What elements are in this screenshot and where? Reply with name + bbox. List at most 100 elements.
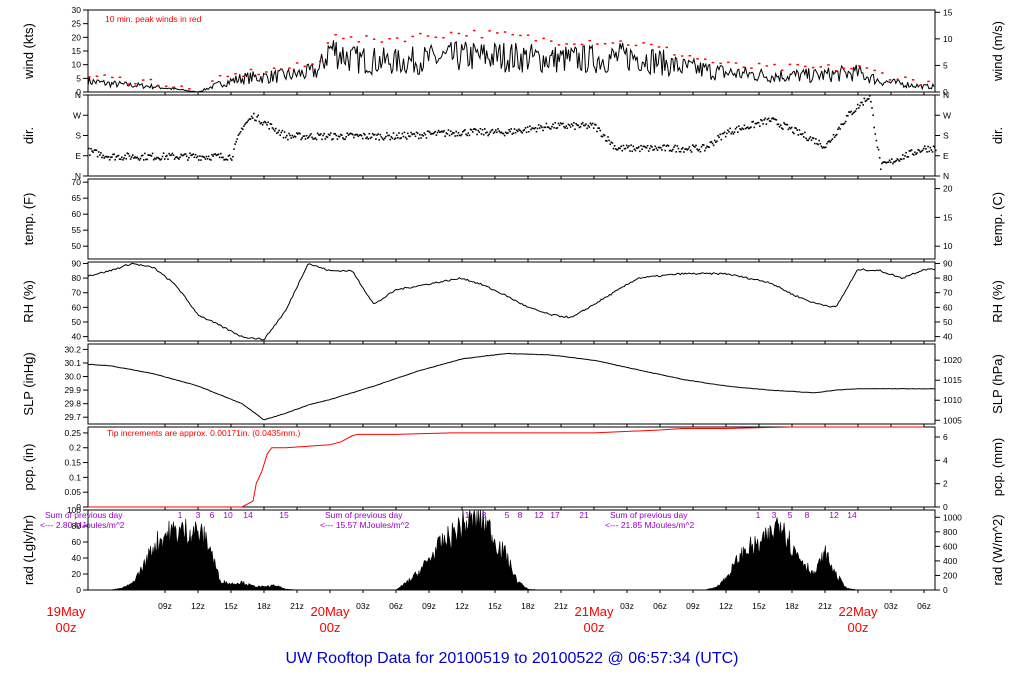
wind-peak-mark [542, 37, 545, 40]
dir-point [124, 154, 126, 157]
dir-point [750, 126, 752, 128]
dir-point [928, 150, 930, 153]
dir-point [867, 98, 870, 100]
dir-point [880, 168, 882, 171]
dir-point [338, 135, 341, 138]
dir-point [479, 127, 482, 130]
wind-peak-mark [465, 35, 468, 37]
dir-point [382, 138, 385, 141]
dir-point [618, 147, 620, 149]
dir-point [196, 155, 199, 158]
dir-point [916, 152, 918, 154]
dir-point [376, 134, 378, 136]
dir-point [267, 121, 269, 124]
dir-point [368, 133, 371, 135]
dir-point [804, 131, 806, 134]
dir-point [289, 134, 291, 137]
dir-point [277, 131, 279, 134]
dir-point [300, 138, 302, 141]
dir-point [585, 123, 587, 125]
wind-peak-mark [673, 54, 676, 56]
dir-point [907, 156, 910, 158]
dir-point [552, 123, 554, 126]
right-tick-label: 40 [943, 332, 953, 342]
dir-point [784, 123, 786, 126]
dir-point [456, 134, 459, 137]
dir-point [730, 132, 732, 135]
dir-point [321, 138, 323, 141]
left-tick-label: 0 [76, 502, 81, 512]
dir-point [685, 148, 687, 150]
dir-point [473, 128, 475, 130]
dir-point [326, 136, 329, 139]
dir-point [206, 157, 209, 160]
dir-point [93, 149, 96, 151]
dir-point [638, 146, 640, 148]
dir-point [112, 153, 114, 156]
wind-peak-mark [103, 74, 106, 76]
dir-point [477, 129, 479, 132]
dir-point [858, 107, 860, 109]
dir-point [115, 156, 118, 158]
dir-point [369, 137, 372, 140]
dir-point [775, 119, 778, 121]
dir-point [453, 132, 455, 134]
dir-point [199, 155, 201, 157]
dir-point [772, 117, 774, 119]
dir-point [869, 95, 871, 97]
dir-point [540, 125, 542, 127]
right-tick-label: 50 [943, 317, 953, 327]
dir-point [843, 122, 846, 125]
dir-point [449, 130, 452, 133]
dir-point [353, 136, 355, 139]
dir-point [723, 131, 726, 134]
dir-point [371, 132, 374, 135]
dir-point [445, 132, 448, 134]
right-tick-label: 1005 [943, 415, 962, 425]
dir-point [156, 156, 158, 159]
dir-point [419, 133, 421, 136]
wind-peak-mark [588, 39, 591, 42]
dir-point [286, 134, 288, 137]
dir-point [641, 148, 643, 151]
dir-point [810, 139, 813, 141]
dir-point [404, 136, 407, 139]
dir-point [171, 152, 174, 155]
x-tick-label: 09z [422, 601, 436, 611]
dir-point [550, 128, 552, 130]
dir-point [201, 155, 203, 158]
dir-point [760, 119, 762, 121]
dir-point [490, 129, 493, 132]
dir-point [910, 149, 913, 151]
dir-point [130, 156, 133, 158]
dir-point [566, 127, 569, 130]
wind-peak-mark [111, 76, 114, 79]
dir-point [646, 144, 649, 147]
dir-point [728, 130, 730, 133]
dir-point [656, 149, 659, 151]
wind-peak-mark [819, 66, 822, 68]
rad-hour-label: 3 [772, 510, 777, 520]
right-tick-label: E [943, 151, 949, 161]
x-tick-label: 15z [752, 601, 766, 611]
left-tick-label: 40 [72, 553, 82, 563]
left-tick-label: 0 [76, 585, 81, 595]
dir-point [265, 121, 267, 124]
left-tick-label: 29.8 [64, 399, 81, 409]
dir-point [390, 136, 393, 138]
right-tick-label: N [943, 171, 949, 181]
dir-point [454, 135, 456, 137]
dir-point [291, 134, 294, 137]
dir-point [761, 119, 763, 122]
dir-point [344, 138, 346, 140]
dir-point [149, 154, 152, 157]
dir-point [418, 137, 420, 140]
dir-point [679, 150, 682, 153]
right-tick-label: 15 [943, 212, 953, 222]
dir-point [327, 133, 330, 136]
dir-point [455, 130, 457, 133]
panel-frame-dir [87, 94, 936, 177]
x-tick-label: 12z [191, 601, 205, 611]
dir-point [909, 150, 912, 152]
dir-point [830, 139, 833, 142]
